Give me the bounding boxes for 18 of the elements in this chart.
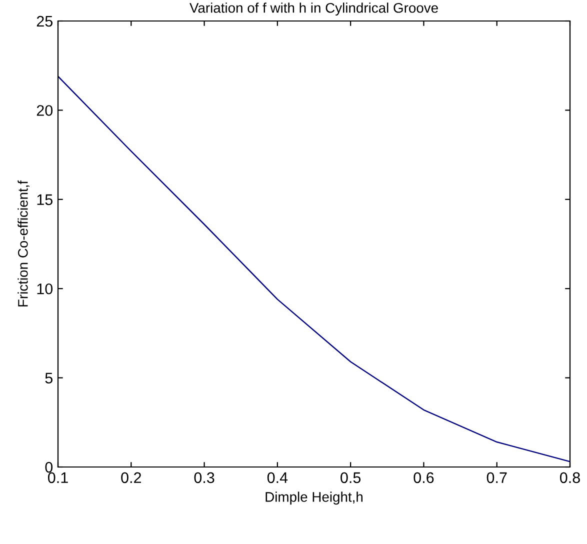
y-tick-label: 10 — [37, 283, 53, 294]
x-axis-title: Dimple Height,h — [266, 492, 363, 505]
y-tick-label: 0 — [45, 462, 53, 473]
line-series — [58, 76, 570, 462]
y-tick-label: 20 — [36, 105, 53, 116]
x-tick-label: 0.8 — [560, 472, 580, 484]
y-axis-title: Friction Co-efficient,f — [18, 180, 30, 306]
x-tick-label: 0.6 — [414, 472, 434, 484]
x-tick-label: 0.1 — [48, 472, 68, 484]
y-tick-label: 5 — [45, 372, 52, 384]
y-tick-label: 15 — [37, 194, 52, 206]
x-tick-label: 0.2 — [121, 472, 141, 484]
x-tick-label: 0.3 — [194, 472, 214, 484]
x-tick-label: 0.5 — [340, 472, 361, 484]
x-tick-label: 0.7 — [486, 472, 507, 484]
x-tick-label: 0.4 — [267, 472, 288, 484]
chart-title: Variation of f with h in Cylindrical Groove — [190, 2, 438, 16]
y-tick-label: 25 — [36, 16, 52, 27]
